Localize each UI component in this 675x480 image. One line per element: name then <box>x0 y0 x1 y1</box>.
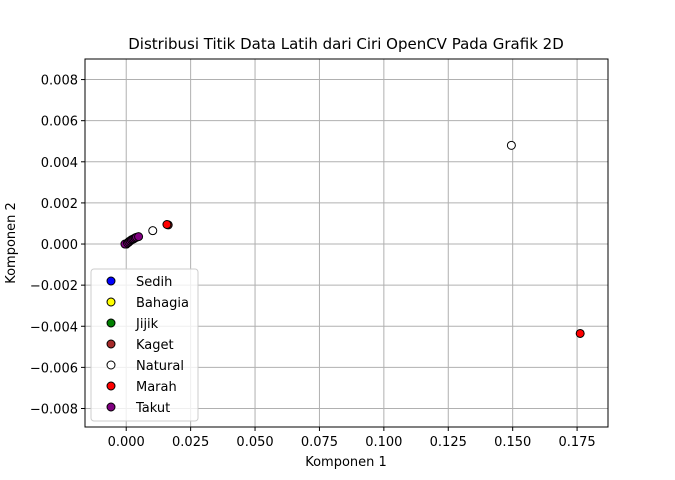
legend-label: Takut <box>135 401 170 416</box>
x-tick-label: 0.025 <box>172 435 209 450</box>
x-tick-label: 0.175 <box>558 435 595 450</box>
x-tick-label: 0.050 <box>236 435 273 450</box>
legend-box <box>90 268 199 422</box>
x-tick-label: 0.075 <box>301 435 338 450</box>
legend-label: Sedih <box>136 275 172 290</box>
y-tick-label: 0.004 <box>41 156 78 171</box>
legend-label: Natural <box>136 359 184 374</box>
data-point-marah <box>575 328 585 338</box>
x-axis-ticks: 0.000 0.025 0.050 0.075 0.100 0.125 0.150 0.175 <box>108 427 596 450</box>
y-tick-label: −0.004 <box>30 320 78 335</box>
legend: Sedih Bahagia Jijik Kaget Natural Marah Takut <box>90 268 199 422</box>
legend-label: Jijik <box>135 317 159 332</box>
y-tick-label: −0.002 <box>30 279 78 294</box>
x-tick-label: 0.100 <box>365 435 402 450</box>
x-tick-label: 0.150 <box>494 435 531 450</box>
y-tick-label: 0.002 <box>41 197 78 212</box>
legend-marker <box>106 339 116 349</box>
data-point-natural <box>506 140 516 150</box>
plot-frame <box>84 58 609 428</box>
data-points <box>120 140 585 338</box>
x-tick-label: 0.125 <box>430 435 467 450</box>
y-axis-ticks: −0.008 −0.006 −0.004 −0.002 0.000 0.002 0.004 0… <box>30 74 85 417</box>
x-axis-title: Komponen 1 <box>305 455 387 470</box>
data-point-takut <box>134 232 144 242</box>
y-tick-label: 0.006 <box>41 115 78 130</box>
legend-marker <box>106 402 116 412</box>
legend-marker <box>106 318 116 328</box>
data-point-marah <box>162 219 172 229</box>
legend-marker <box>106 381 116 391</box>
x-tick-label: 0.000 <box>108 435 145 450</box>
chart-title: Distribusi Titik Data Latih dari Ciri Op… <box>128 35 564 53</box>
y-tick-label: −0.006 <box>30 361 78 376</box>
y-tick-label: −0.008 <box>30 402 78 417</box>
data-point-natural <box>148 226 158 236</box>
legend-label: Kaget <box>136 338 174 353</box>
legend-marker <box>106 276 116 286</box>
y-axis-title: Komponen 2 <box>4 202 19 284</box>
y-tick-label: 0.008 <box>41 74 78 89</box>
legend-marker <box>106 297 116 307</box>
legend-label: Marah <box>136 380 177 395</box>
y-tick-label: 0.000 <box>41 238 78 253</box>
legend-marker <box>106 360 116 370</box>
legend-label: Bahagia <box>136 296 189 311</box>
